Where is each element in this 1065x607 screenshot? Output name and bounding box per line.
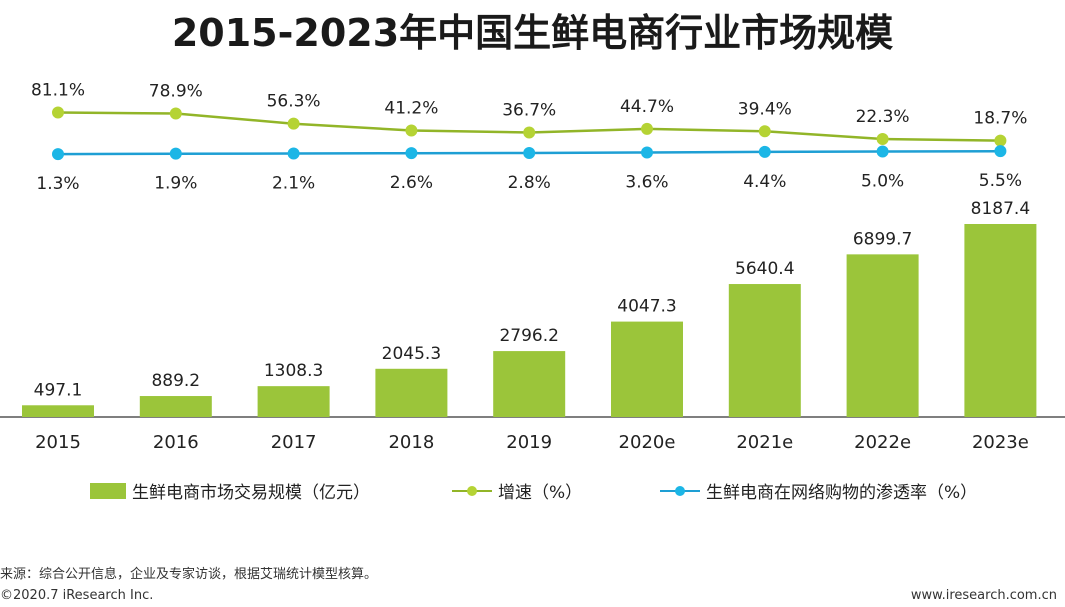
chart-title: 2015-2023年中国生鲜电商行业市场规模: [171, 11, 894, 55]
growth-value-label: 22.3%: [856, 107, 910, 127]
bar-2017: [257, 386, 330, 417]
growth-value-label: 36.7%: [502, 100, 556, 120]
source-note: 来源：综合公开信息，企业及专家访谈，根据艾瑞统计模型核算。: [0, 567, 378, 582]
penetration-value-label: 3.6%: [625, 172, 668, 192]
x-tick-label: 2015: [35, 432, 81, 453]
bar-value-label: 497.1: [34, 380, 83, 400]
growth-point: [287, 117, 300, 130]
penetration-point: [523, 147, 536, 160]
penetration-value-label: 1.9%: [154, 174, 197, 194]
penetration-point: [52, 148, 64, 161]
growth-value-label: 41.2%: [384, 98, 438, 118]
growth-value-label: 18.7%: [973, 109, 1027, 129]
growth-value-label: 56.3%: [267, 92, 321, 112]
penetration-point: [405, 147, 418, 160]
x-tick-label: 2022e: [854, 432, 911, 453]
x-tick-label: 2020e: [619, 432, 676, 453]
bar-value-label: 6899.7: [853, 229, 912, 249]
penetration-point: [641, 146, 653, 159]
x-tick-label: 2018: [388, 432, 434, 453]
bar-value-label: 889.2: [151, 371, 200, 391]
bar-2023e: [964, 224, 1037, 417]
penetration-value-label: 5.5%: [979, 171, 1022, 191]
growth-point: [876, 132, 889, 145]
growth-point: [641, 122, 653, 135]
growth-point: [758, 125, 771, 138]
bar-2020e: [611, 321, 683, 417]
bar-2019: [493, 351, 566, 417]
bar-value-label: 2796.2: [499, 326, 558, 346]
penetration-point: [758, 145, 771, 158]
bar-2015: [22, 405, 94, 417]
penetration-value-label: 2.8%: [508, 173, 551, 193]
growth-point: [169, 107, 182, 120]
penetration-point: [169, 147, 182, 160]
bar-value-label: 5640.4: [735, 259, 794, 279]
penetration-point: [994, 145, 1007, 158]
legend-growth-swatch: [452, 483, 492, 499]
growth-value-label: 78.9%: [149, 81, 203, 101]
x-tick-label: 2021e: [736, 432, 793, 453]
penetration-value-label: 1.3%: [36, 174, 79, 194]
growth-value-label: 39.4%: [738, 99, 792, 119]
bar-value-label: 2045.3: [382, 344, 441, 364]
growth-point: [52, 106, 64, 119]
bar-2016: [139, 396, 212, 417]
labels-layer: 497.1 2015 889.2 2016 1308.3 2017 2045.3 2018 27…: [31, 81, 1030, 453]
bar-value-label: 8187.4: [971, 199, 1030, 219]
legend-bar-swatch: [90, 482, 126, 499]
legend-item-growth: 增速（%）: [452, 478, 582, 503]
legend-growth-label: 增速（%）: [498, 483, 583, 503]
legend-bar-label: 生鲜电商市场交易规模（亿元）: [132, 483, 370, 503]
penetration-point: [876, 145, 889, 158]
bar-2022e: [846, 254, 919, 417]
growth-point: [405, 124, 418, 137]
copyright: ©2020.7 iResearch Inc.: [0, 588, 154, 603]
legend-item-penetration: 生鲜电商在网络购物的渗透率（%）: [660, 478, 977, 503]
x-tick-label: 2017: [271, 432, 317, 453]
bar-2018: [375, 368, 448, 417]
legend-penetration-label: 生鲜电商在网络购物的渗透率（%）: [706, 483, 978, 503]
penetration-value-label: 5.0%: [861, 172, 904, 192]
legend-item-bar: 生鲜电商市场交易规模（亿元）: [90, 478, 370, 503]
bar-value-label: 1308.3: [264, 361, 323, 381]
growth-value-label: 44.7%: [620, 97, 674, 117]
penetration-value-label: 2.6%: [390, 173, 433, 193]
growth-point: [523, 126, 536, 139]
legend-penetration-swatch: [660, 483, 700, 499]
x-tick-label: 2019: [506, 432, 552, 453]
legend: 生鲜电商市场交易规模（亿元） 增速（%） 生鲜电商在网络购物的渗透率（%）: [0, 478, 1065, 508]
lines-layer: [52, 106, 1007, 161]
x-tick-label: 2023e: [972, 432, 1029, 453]
chart-canvas: 497.1 2015 889.2 2016 1308.3 2017 2045.3 2018 27…: [0, 81, 1065, 453]
growth-point: [994, 134, 1007, 147]
bars-layer: [0, 224, 1065, 418]
growth-value-label: 81.1%: [31, 81, 85, 101]
penetration-value-label: 4.4%: [743, 172, 786, 192]
penetration-point: [287, 147, 300, 160]
bar-2021e: [728, 284, 801, 417]
website-link[interactable]: www.iresearch.com.cn: [910, 588, 1057, 603]
bar-value-label: 4047.3: [617, 297, 676, 317]
penetration-value-label: 2.1%: [272, 174, 315, 194]
x-tick-label: 2016: [153, 432, 199, 453]
